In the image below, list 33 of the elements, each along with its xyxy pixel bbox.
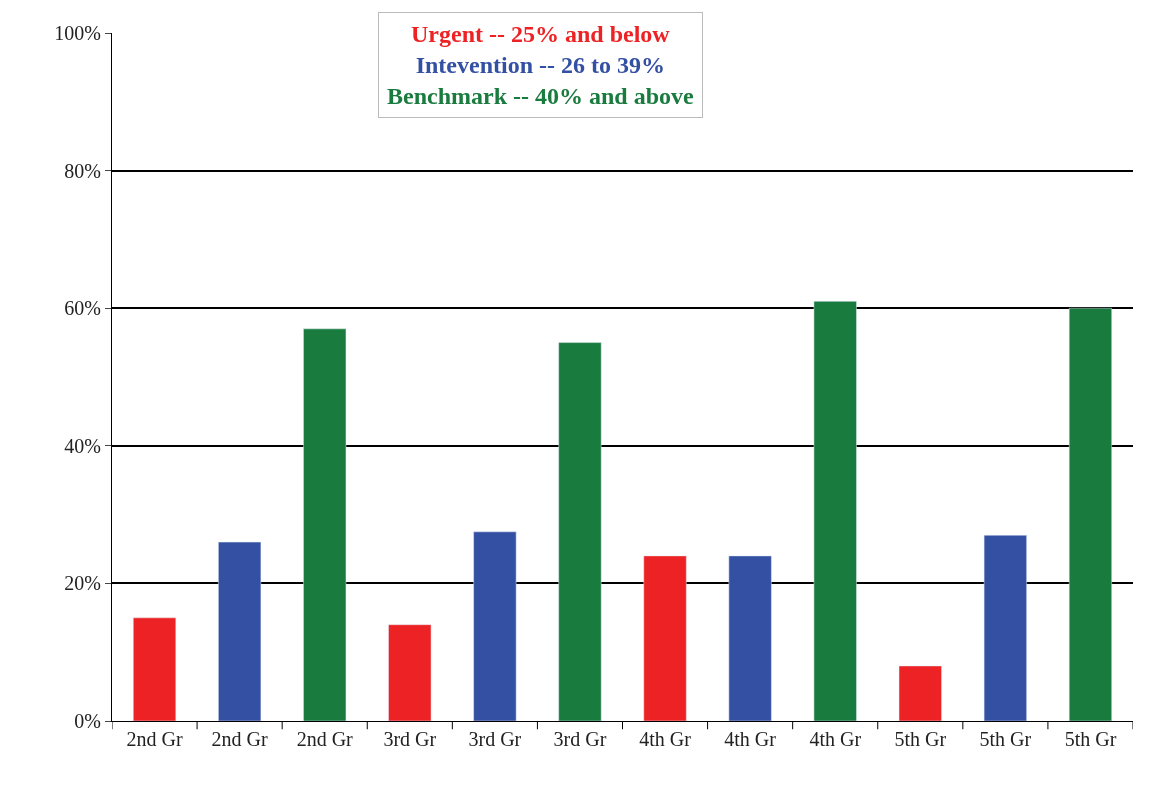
bar [643, 555, 687, 721]
x-tick-label: 5th Gr [979, 728, 1032, 750]
y-tick-label: 40% [64, 434, 101, 457]
bar [133, 617, 177, 721]
x-tick-label: 4th Gr [809, 728, 862, 750]
text: Benchmark -- 40% and above [387, 83, 695, 110]
y-tick-label: 20% [64, 572, 101, 595]
x-tick-label: 4th Gr [639, 728, 692, 750]
x-tick-label: 3rd Gr [383, 728, 437, 750]
text: Intevention -- 26 to 39% [415, 52, 666, 79]
bar [813, 301, 857, 721]
y-tick-label: 0% [74, 710, 101, 732]
x-tick-label: 5th Gr [1064, 728, 1117, 750]
y-tick-label: 60% [64, 297, 101, 320]
bar [983, 534, 1027, 721]
x-tick-label: 3rd Gr [468, 728, 522, 750]
bar [218, 541, 262, 721]
x-tick-label: 5th Gr [894, 728, 947, 750]
x-tick-label: 2nd Gr [126, 728, 183, 750]
bar [388, 624, 432, 721]
x-tick-label: 4th Gr [724, 728, 777, 750]
bar [473, 531, 517, 721]
y-tick-label: 80% [64, 159, 101, 182]
bar [558, 342, 602, 721]
y-tick-label: 100% [54, 22, 101, 44]
bar [303, 328, 347, 721]
x-tick-label: 2nd Gr [296, 728, 354, 750]
bar [898, 665, 942, 721]
bar [728, 555, 772, 721]
text: Urgent -- 25% and below [411, 21, 671, 47]
x-tick-label: 3rd Gr [553, 728, 607, 750]
x-tick-label: 2nd Gr [211, 728, 269, 750]
bar [1068, 307, 1112, 721]
